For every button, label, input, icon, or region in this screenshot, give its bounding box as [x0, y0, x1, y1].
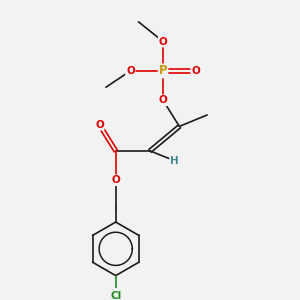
Text: O: O	[191, 66, 200, 76]
Text: Cl: Cl	[110, 291, 121, 300]
Text: O: O	[95, 120, 104, 130]
Text: H: H	[170, 156, 179, 166]
Text: P: P	[159, 64, 167, 77]
Text: O: O	[159, 95, 167, 105]
Text: O: O	[159, 37, 167, 46]
Text: O: O	[111, 175, 120, 185]
Text: O: O	[126, 66, 135, 76]
